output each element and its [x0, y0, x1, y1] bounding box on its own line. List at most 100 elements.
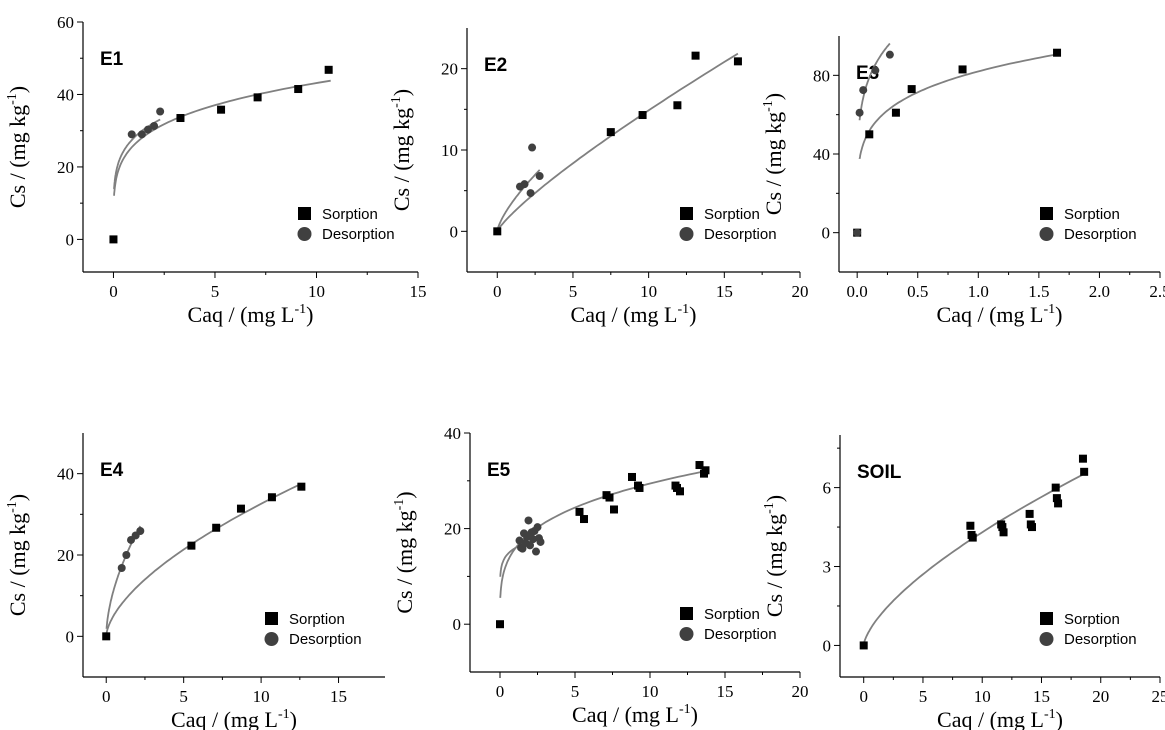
sorption-point [212, 523, 221, 532]
sorption-point [1053, 48, 1062, 57]
x-tick-label: 5 [571, 682, 580, 701]
sorption-point [998, 523, 1007, 532]
y-axis-label-tail: ) [389, 89, 414, 96]
desorption-point [855, 108, 864, 117]
legend-desorption-label: Desorption [322, 226, 395, 243]
panel-label: E2 [484, 55, 507, 76]
fit-curve [499, 469, 708, 598]
sorption-point [999, 528, 1008, 537]
sorption-point [1078, 454, 1087, 463]
desorption-point [859, 86, 868, 95]
x-tick-label: 10 [253, 687, 270, 706]
legend-sorption-label: Sorption [704, 606, 760, 623]
x-tick-label: 20 [792, 282, 809, 301]
desorption-point [535, 172, 544, 181]
sorption-point [297, 482, 306, 491]
desorption-point [536, 537, 545, 546]
sorption-point [733, 57, 742, 66]
x-axis-label-sup: -1 [679, 702, 691, 717]
y-tick-label: 40 [444, 424, 461, 443]
x-tick-label: 10 [308, 282, 325, 301]
desorption-point [520, 180, 529, 189]
y-axis-label-sup: -1 [5, 501, 20, 513]
y-tick-label: 40 [57, 85, 74, 104]
x-tick-label: 15 [716, 282, 733, 301]
x-tick-label: 1.0 [968, 282, 989, 301]
x-axis-label: Caq / (mg L-1) [171, 707, 297, 730]
y-tick-label: 80 [813, 66, 830, 85]
legend-sorption-marker [298, 207, 311, 220]
sorption-point [102, 632, 111, 641]
sorption-point [493, 227, 502, 236]
desorption-point [526, 541, 534, 550]
x-axis-label: Caq / (mg L-1) [937, 707, 1063, 730]
sorption-point [236, 504, 245, 513]
sorption-point [187, 541, 196, 550]
legend-sorption-label: Sorption [704, 206, 760, 223]
desorption-point [136, 527, 145, 536]
x-axis-label-sup: -1 [1044, 707, 1056, 722]
x-tick-label: 10 [642, 682, 659, 701]
chart-panel-e4: 0 5 10 15 0 20 40 Caq / (mg L-1) Cs / (mg kg-1) E… [5, 433, 385, 730]
fit-curve [496, 52, 739, 232]
sorption-point [691, 51, 700, 60]
y-axis-label: Cs / (mg kg-1) [389, 89, 414, 211]
x-tick-label: 0.0 [847, 282, 868, 301]
x-tick-label: 15 [330, 687, 347, 706]
x-axis-label-sup: -1 [1043, 302, 1055, 317]
fit-curve [862, 473, 1085, 645]
legend-desorption-label: Desorption [704, 226, 777, 243]
y-axis-label-sup: -1 [761, 100, 776, 112]
y-tick-label: 10 [441, 141, 458, 160]
y-tick-label: 40 [57, 465, 74, 484]
sorption-point [610, 505, 618, 514]
x-axis-label-sup: -1 [294, 302, 306, 317]
x-tick-label: 5 [569, 282, 578, 301]
y-tick-label: 0 [823, 636, 832, 655]
y-tick-label: 0 [66, 230, 75, 249]
x-axis-label-sup: -1 [677, 302, 689, 317]
sorption-point [1028, 523, 1036, 532]
x-axis-label: Caq / (mg L-1) [572, 702, 698, 727]
x-tick-label: 15 [717, 682, 734, 701]
desorption-point [143, 125, 152, 134]
y-tick-label: 20 [444, 520, 461, 539]
desorption-point [150, 121, 159, 130]
x-tick-label: 25 [1152, 687, 1165, 706]
x-axis-label-tail: ) [306, 302, 313, 327]
x-axis-label: Caq / (mg L-1) [937, 302, 1063, 327]
desorption-point [529, 535, 537, 544]
desorption-point [533, 523, 542, 532]
x-tick-label: 0 [859, 687, 868, 706]
legend-desorption-label: Desorption [704, 626, 777, 643]
x-tick-label: 5 [179, 687, 188, 706]
legend-desorption-label: Desorption [1064, 226, 1137, 243]
sorption-point [865, 130, 874, 139]
desorption-point [137, 130, 146, 139]
y-tick-label: 0 [450, 222, 459, 241]
legend-sorption-label: Sorption [289, 611, 345, 628]
sorption-point [1051, 483, 1060, 492]
sorption-point [217, 105, 226, 114]
sorption-point [673, 101, 682, 110]
legend-sorption-marker [265, 612, 278, 625]
fit-curve [105, 525, 142, 629]
y-axis-label: Cs / (mg kg-1) [761, 93, 786, 215]
x-tick-label: 2.5 [1149, 282, 1165, 301]
legend-desorption-marker [264, 632, 279, 646]
x-tick-label: 20 [1092, 687, 1109, 706]
chart-panel-e2: 0 5 10 15 20 0 10 20 Caq / (mg L-1) Cs / (mg kg-1… [389, 28, 809, 327]
desorption-point [871, 66, 880, 75]
y-axis-label-sup: -1 [389, 96, 404, 108]
legend-desorption-label: Desorption [289, 631, 362, 648]
legend-desorption-marker [297, 227, 312, 241]
sorption-point [253, 93, 262, 102]
sorption-point [859, 641, 868, 650]
sorption-point [695, 461, 704, 470]
y-tick-label: 40 [813, 145, 830, 164]
legend-sorption-marker [1040, 612, 1053, 625]
y-axis-label-sup: -1 [5, 93, 20, 105]
y-tick-label: 20 [57, 158, 74, 177]
sorption-point [968, 533, 977, 542]
